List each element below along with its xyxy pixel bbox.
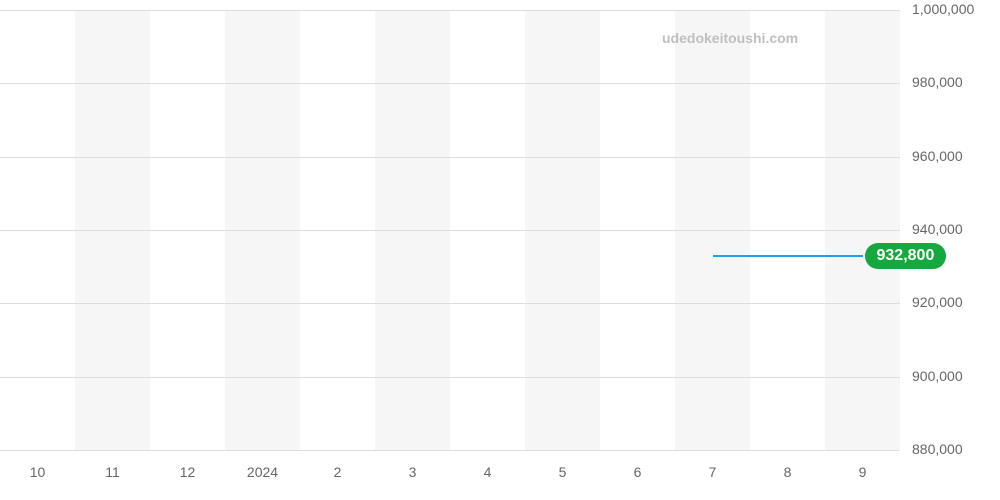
plot-area [0, 10, 900, 450]
y-tick-label: 960,000 [912, 148, 963, 164]
x-tick-label: 12 [180, 464, 196, 480]
grid-line [0, 157, 900, 158]
x-tick-label: 8 [784, 464, 792, 480]
y-tick-label: 940,000 [912, 221, 963, 237]
current-value-badge: 932,800 [865, 243, 947, 269]
x-tick-label: 3 [409, 464, 417, 480]
x-tick-label: 6 [634, 464, 642, 480]
grid-line [0, 230, 900, 231]
y-tick-label: 920,000 [912, 294, 963, 310]
grid-line [0, 10, 900, 11]
x-tick-label: 11 [105, 464, 120, 480]
y-tick-label: 980,000 [912, 74, 963, 90]
x-tick-label: 4 [484, 464, 492, 480]
y-tick-label: 1,000,000 [912, 1, 974, 17]
watermark: udedokeitoushi.com [662, 30, 798, 46]
x-tick-label: 5 [559, 464, 567, 480]
x-tick-label: 2 [334, 464, 342, 480]
y-tick-label: 900,000 [912, 368, 963, 384]
x-tick-label: 9 [859, 464, 867, 480]
price-chart: 880,000 900,000 920,000 940,000 960,000 980,0… [0, 0, 1000, 500]
y-tick-label: 880,000 [912, 441, 963, 457]
price-line [713, 255, 863, 257]
grid-line [0, 377, 900, 378]
x-tick-label: 10 [30, 464, 46, 480]
grid-line [0, 303, 900, 304]
grid-line [0, 83, 900, 84]
x-tick-label: 2024 [247, 464, 278, 480]
grid-line [0, 450, 900, 451]
x-tick-label: 7 [709, 464, 717, 480]
